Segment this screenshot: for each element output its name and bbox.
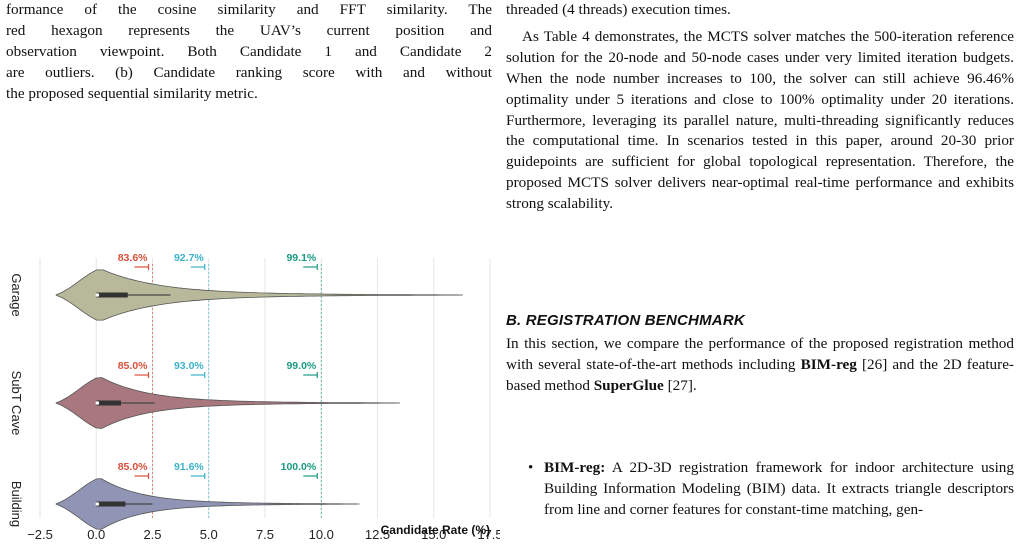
rate-annotation: 91.6% (174, 461, 204, 473)
rate-annotation: 85.0% (118, 461, 148, 473)
iqr-box (96, 400, 121, 406)
figure-caption: formance of the cosine similarity and FF… (6, 0, 492, 105)
category-label: SubT Cave (9, 371, 24, 436)
category-label: Building (9, 481, 24, 527)
x-tick-label: 2.5 (143, 527, 161, 542)
rate-annotation: 99.1% (286, 252, 316, 264)
caption-line: observation viewpoint. Both Candidate 1 … (6, 42, 492, 60)
x-tick-label: 7.5 (256, 527, 274, 542)
x-axis-label: Candidate Rate (%) (381, 523, 490, 537)
x-tick-label: 15.0 (421, 527, 446, 542)
rate-annotation: 83.6% (118, 252, 148, 264)
iqr-box (96, 292, 128, 298)
median-marker (95, 401, 100, 405)
caption-line: are outliers. (b) Candidate ranking scor… (6, 63, 492, 81)
violin-chart: −2.5 0.0 2.5 5.0 7.5 10.0 12.5 15.0 17.5 Garage 83… (9, 252, 500, 542)
section-heading: B. REGISTRATION BENCHMARK (506, 312, 745, 329)
text-span: [26] and the 2D feature-based method (506, 355, 1014, 394)
method-name: SuperGlue (593, 376, 664, 394)
text-span: In this section, we compare the performa… (506, 335, 1014, 373)
median-marker (95, 502, 100, 506)
violin-subt-cave (55, 377, 401, 429)
bullet-item: BIM-reg: A 2D-3D registration framework … (544, 458, 1014, 521)
rate-annotation: 93.0% (174, 360, 204, 372)
x-tick-label: 5.0 (200, 527, 218, 542)
caption-line: the proposed sequential similarity metri… (6, 84, 258, 102)
bullet-title: BIM-reg: (544, 459, 606, 476)
rate-annotation: 100.0% (281, 461, 317, 473)
rate-annotation: 92.7% (174, 252, 204, 264)
text-span: [27]. (663, 376, 697, 394)
violin-garage (55, 269, 464, 321)
rate-annotation: 99.0% (286, 360, 316, 372)
x-tick-label: 12.5 (365, 527, 390, 542)
x-tick-label: 10.0 (309, 527, 334, 542)
body-text: threaded (4 threads) execution times. As… (506, 0, 1014, 215)
text-line: threaded (4 threads) execution times. (506, 1, 731, 18)
caption-line: red hexagon represents the UAV’s current… (6, 21, 492, 39)
iqr-box (96, 501, 126, 507)
bullet-text: A 2D-3D registration framework for indoo… (544, 459, 1014, 518)
caption-line: formance of the cosine similarity and FF… (6, 1, 492, 18)
x-tick-label: 17.5 (477, 527, 500, 542)
method-name: BIM-reg (800, 355, 857, 373)
violin-building (55, 478, 360, 530)
paragraph: As Table 4 demonstrates, the MCTS solver… (506, 27, 1014, 213)
median-marker (95, 293, 100, 297)
section-paragraph: In this section, we compare the performa… (506, 334, 1014, 397)
x-tick-label: −2.5 (27, 527, 53, 542)
bullet-icon: • (528, 460, 534, 476)
rate-annotation: 85.0% (118, 360, 148, 372)
category-label: Garage (9, 273, 24, 316)
x-tick-label: 0.0 (87, 527, 105, 542)
